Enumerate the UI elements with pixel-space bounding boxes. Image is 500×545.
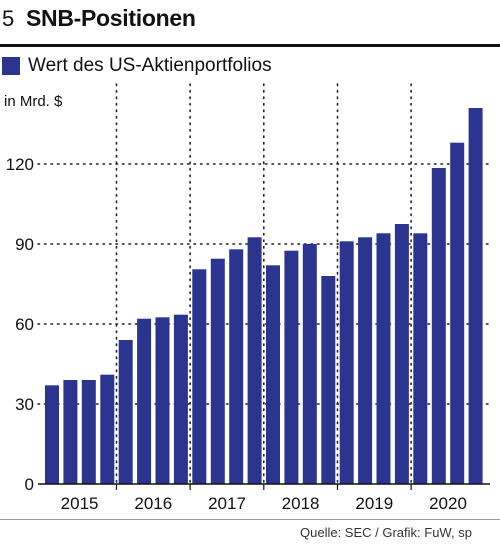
bar bbox=[155, 317, 170, 484]
figure-number: 5 bbox=[2, 6, 15, 31]
bar bbox=[468, 108, 483, 484]
bar bbox=[302, 244, 317, 484]
y-tick-label: 30 bbox=[15, 395, 34, 414]
chart-title: SNB-Positionen bbox=[26, 5, 196, 31]
bar-chart: in Mrd. $ 0 30 60 90 120 2015 2016 2017 2018 2019 2… bbox=[4, 83, 491, 513]
bar bbox=[358, 237, 373, 484]
bar bbox=[266, 265, 280, 484]
y-tick-label: 0 bbox=[25, 475, 34, 494]
bar bbox=[431, 168, 446, 484]
bar bbox=[376, 233, 391, 484]
bar bbox=[137, 318, 152, 484]
bar bbox=[63, 380, 78, 484]
legend-swatch bbox=[2, 57, 20, 75]
bar bbox=[118, 340, 133, 484]
chart-header: 5 SNB-Positionen bbox=[0, 0, 500, 44]
source-text: Quelle: SEC / Grafik: FuW, sp bbox=[300, 525, 472, 540]
y-tick-label: 120 bbox=[6, 155, 34, 174]
legend-label: Wert des US-Aktienportfolios bbox=[28, 55, 272, 76]
bar bbox=[210, 258, 225, 484]
bar bbox=[247, 237, 262, 484]
bar bbox=[413, 233, 428, 484]
source-line: Quelle: SEC / Grafik: FuW, sp bbox=[0, 524, 500, 544]
y-tick-label: 90 bbox=[15, 235, 34, 254]
bar bbox=[173, 314, 188, 484]
x-tick-label: 2020 bbox=[429, 494, 467, 513]
x-tick-label: 2018 bbox=[282, 494, 320, 513]
bar bbox=[229, 249, 244, 484]
bar bbox=[339, 241, 354, 484]
x-tick-label: 2015 bbox=[61, 494, 99, 513]
source-rule bbox=[0, 519, 500, 520]
x-tick-label: 2016 bbox=[134, 494, 172, 513]
bar bbox=[81, 380, 96, 484]
bar bbox=[450, 142, 465, 484]
bar bbox=[394, 224, 409, 484]
bar bbox=[284, 250, 299, 484]
bar bbox=[192, 269, 207, 484]
x-tick-label: 2019 bbox=[355, 494, 393, 513]
y-tick-label: 60 bbox=[15, 315, 34, 334]
bar bbox=[321, 276, 336, 484]
x-tick-label: 2017 bbox=[208, 494, 246, 513]
title-rule bbox=[0, 44, 500, 47]
bar bbox=[100, 374, 115, 484]
bar bbox=[45, 385, 59, 484]
y-axis-label: in Mrd. $ bbox=[4, 93, 63, 110]
legend: Wert des US-Aktienportfolios bbox=[2, 53, 272, 79]
